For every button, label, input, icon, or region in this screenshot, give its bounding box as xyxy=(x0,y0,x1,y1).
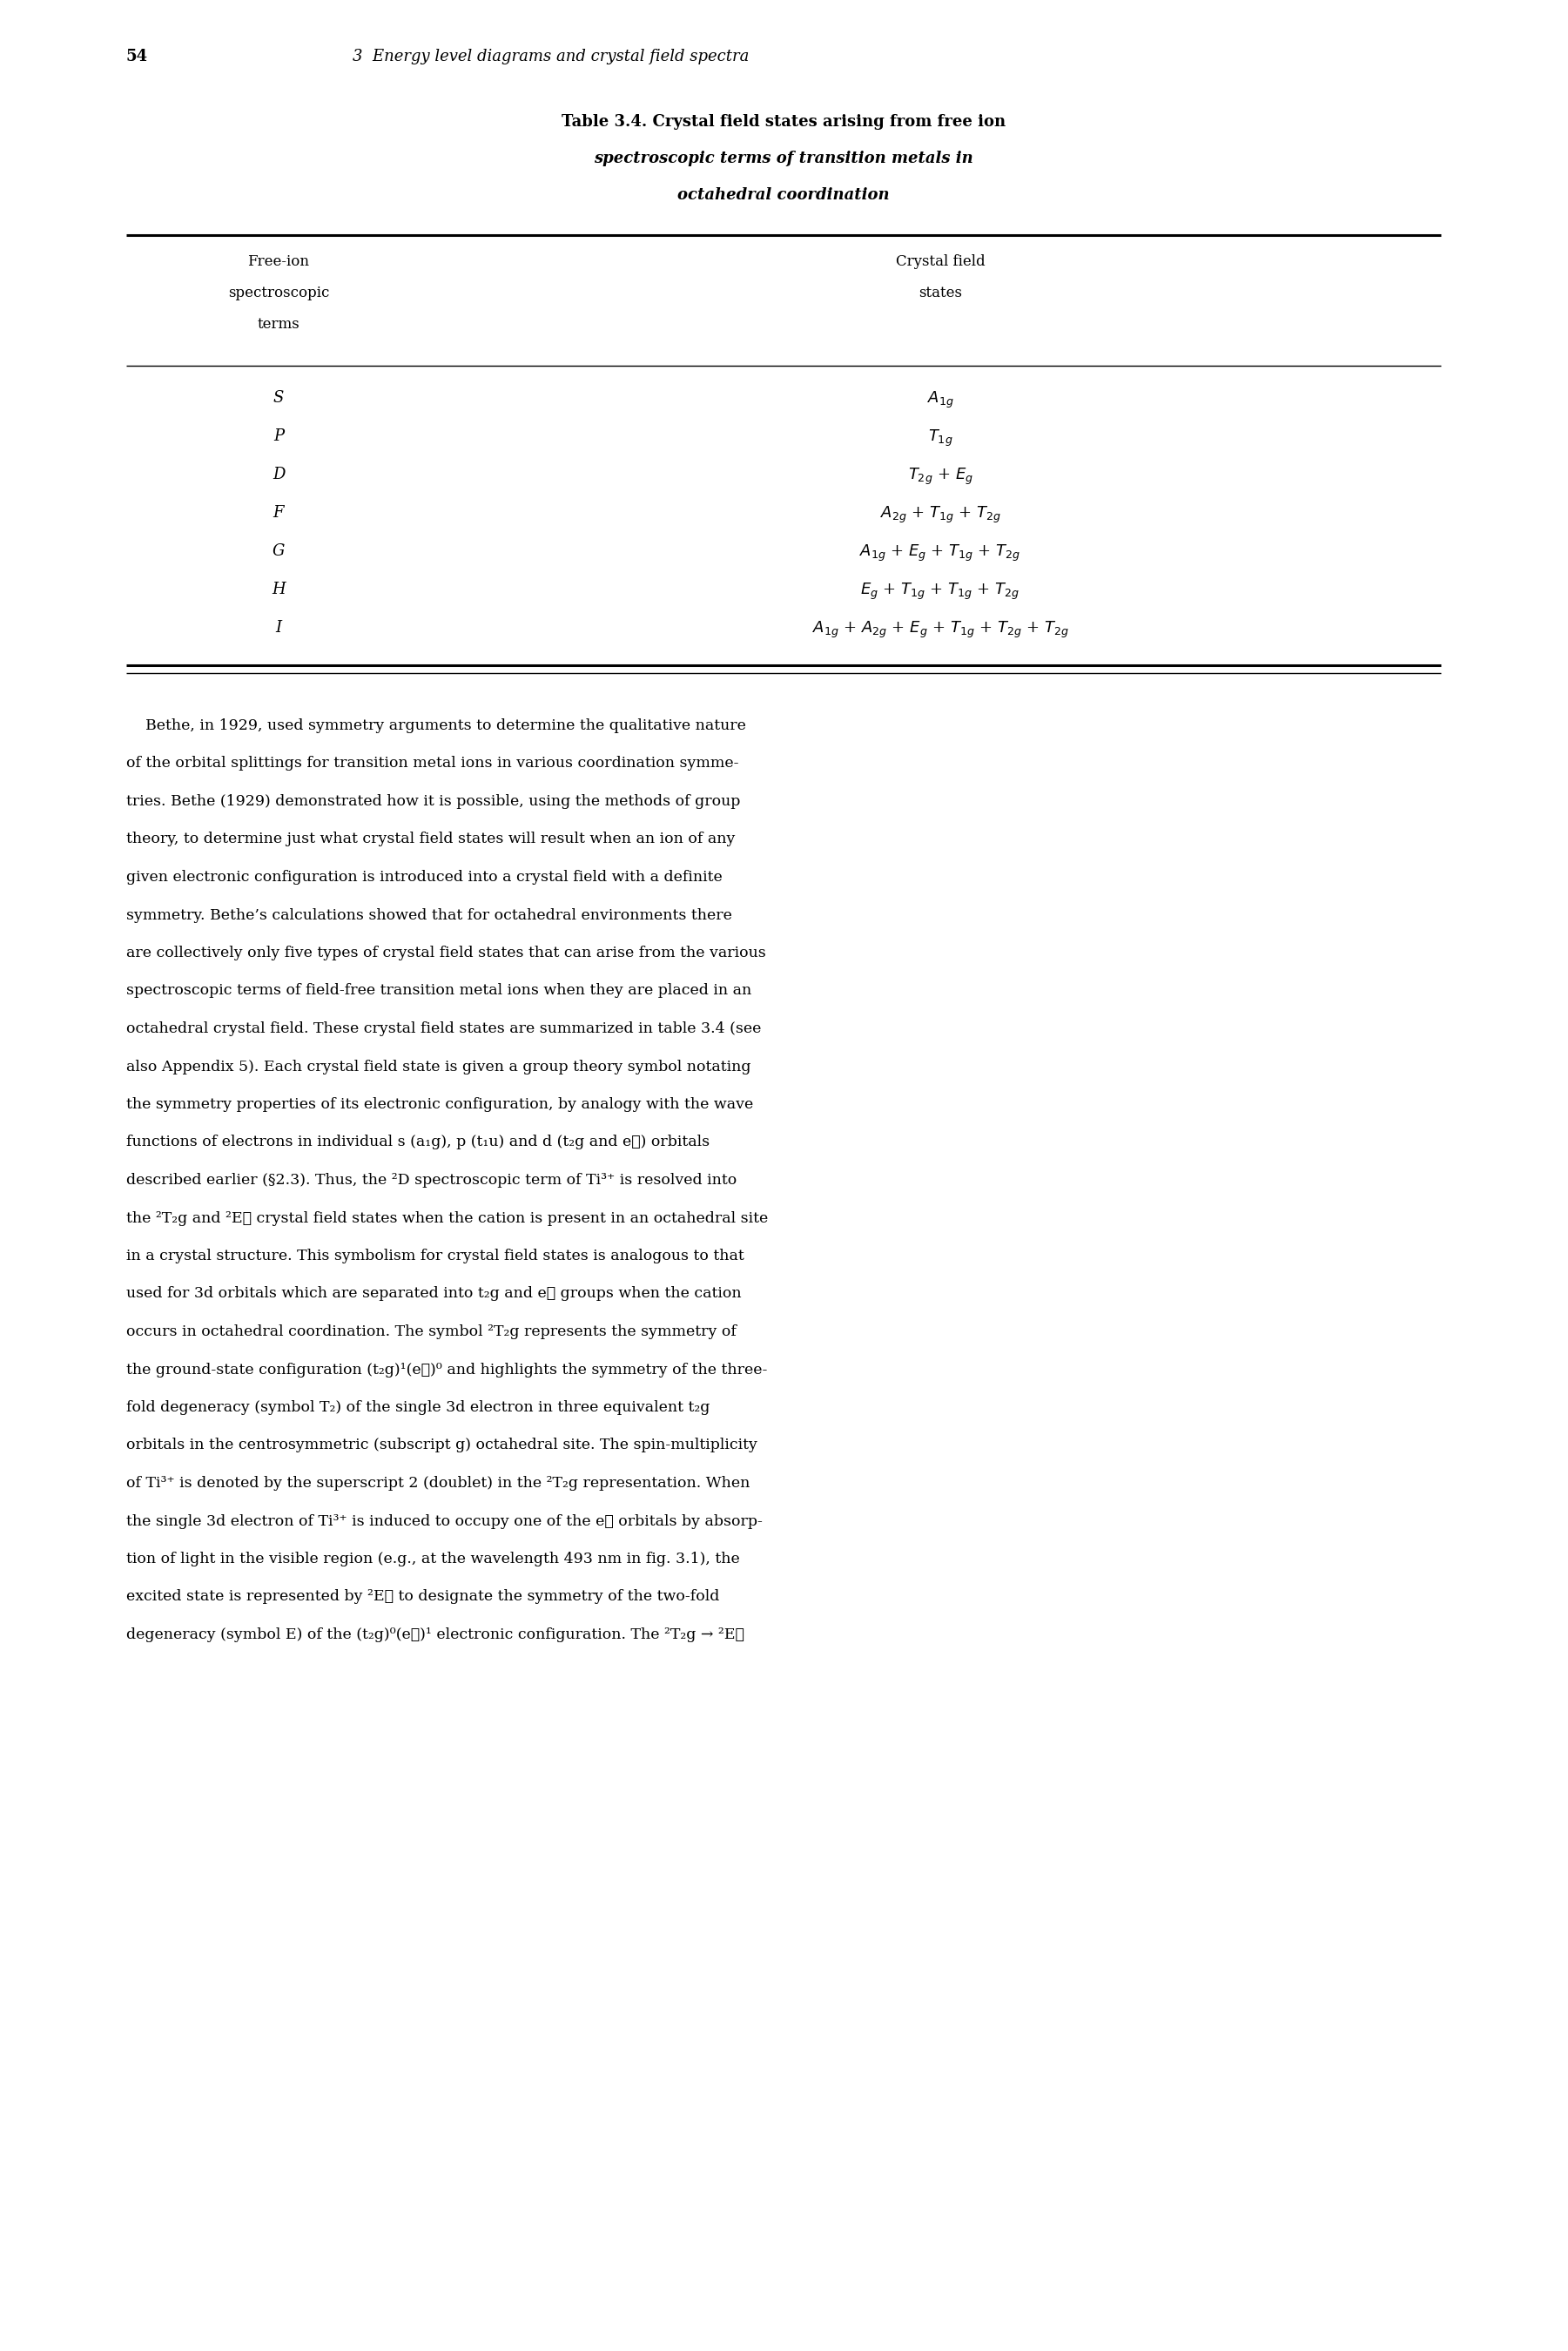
Text: 3  Energy level diagrams and crystal field spectra: 3 Energy level diagrams and crystal fiel… xyxy=(353,49,750,63)
Text: theory, to determine just what crystal field states will result when an ion of a: theory, to determine just what crystal f… xyxy=(127,832,735,846)
Text: spectroscopic terms of field-free transition metal ions when they are placed in : spectroscopic terms of field-free transi… xyxy=(127,983,751,999)
Text: octahedral crystal field. These crystal field states are summarized in table 3.4: octahedral crystal field. These crystal … xyxy=(127,1020,760,1037)
Text: $A_{2g}$ + $T_{1g}$ + $T_{2g}$: $A_{2g}$ + $T_{1g}$ + $T_{2g}$ xyxy=(880,505,1000,524)
Text: of the orbital splittings for transition metal ions in various coordination symm: of the orbital splittings for transition… xyxy=(127,757,739,771)
Text: D: D xyxy=(273,468,285,482)
Text: used for 3d orbitals which are separated into t₂g and eᵴ groups when the cation: used for 3d orbitals which are separated… xyxy=(127,1286,742,1302)
Text: F: F xyxy=(273,505,284,520)
Text: Crystal field: Crystal field xyxy=(895,254,985,268)
Text: the single 3d electron of Ti³⁺ is induced to occupy one of the eᵴ orbitals by ab: the single 3d electron of Ti³⁺ is induce… xyxy=(127,1514,762,1528)
Text: $T_{2g}$ + $E_g$: $T_{2g}$ + $E_g$ xyxy=(908,468,972,487)
Text: octahedral coordination: octahedral coordination xyxy=(677,188,889,202)
Text: $A_{1g}$: $A_{1g}$ xyxy=(927,390,953,411)
Text: the ground-state configuration (t₂g)¹(eᵴ)⁰ and highlights the symmetry of the th: the ground-state configuration (t₂g)¹(eᵴ… xyxy=(127,1361,767,1378)
Text: I: I xyxy=(276,621,282,635)
Text: $A_{1g}$ + $A_{2g}$ + $E_g$ + $T_{1g}$ + $T_{2g}$ + $T_{2g}$: $A_{1g}$ + $A_{2g}$ + $E_g$ + $T_{1g}$ +… xyxy=(812,621,1068,639)
Text: states: states xyxy=(919,284,963,301)
Text: orbitals in the centrosymmetric (subscript g) octahedral site. The spin-multipli: orbitals in the centrosymmetric (subscri… xyxy=(127,1439,757,1453)
Text: S: S xyxy=(273,390,284,407)
Text: tries. Bethe (1929) demonstrated how it is possible, using the methods of group: tries. Bethe (1929) demonstrated how it … xyxy=(127,795,740,809)
Text: spectroscopic terms of transition metals in: spectroscopic terms of transition metals… xyxy=(594,150,974,167)
Text: the symmetry properties of its electronic configuration, by analogy with the wav: the symmetry properties of its electroni… xyxy=(127,1098,753,1112)
Text: also Appendix 5). Each crystal field state is given a group theory symbol notati: also Appendix 5). Each crystal field sta… xyxy=(127,1060,751,1074)
Text: tion of light in the visible region (e.g., at the wavelength 493 nm in fig. 3.1): tion of light in the visible region (e.g… xyxy=(127,1552,740,1566)
Text: occurs in octahedral coordination. The symbol ²T₂g represents the symmetry of: occurs in octahedral coordination. The s… xyxy=(127,1324,737,1340)
Text: given electronic configuration is introduced into a crystal field with a definit: given electronic configuration is introd… xyxy=(127,870,723,884)
Text: Free-ion: Free-ion xyxy=(248,254,309,268)
Text: H: H xyxy=(271,581,285,597)
Text: terms: terms xyxy=(257,317,299,331)
Text: Bethe, in 1929, used symmetry arguments to determine the qualitative nature: Bethe, in 1929, used symmetry arguments … xyxy=(127,719,746,734)
Text: P: P xyxy=(273,428,284,444)
Text: 54: 54 xyxy=(127,49,147,63)
Text: are collectively only five types of crystal field states that can arise from the: are collectively only five types of crys… xyxy=(127,945,765,962)
Text: $A_{1g}$ + $E_g$ + $T_{1g}$ + $T_{2g}$: $A_{1g}$ + $E_g$ + $T_{1g}$ + $T_{2g}$ xyxy=(859,543,1021,564)
Text: in a crystal structure. This symbolism for crystal field states is analogous to : in a crystal structure. This symbolism f… xyxy=(127,1248,745,1262)
Text: spectroscopic: spectroscopic xyxy=(227,284,329,301)
Text: symmetry. Bethe’s calculations showed that for octahedral environments there: symmetry. Bethe’s calculations showed th… xyxy=(127,907,732,922)
Text: G: G xyxy=(273,543,285,560)
Text: the ²T₂g and ²Eᵴ crystal field states when the cation is present in an octahedra: the ²T₂g and ²Eᵴ crystal field states wh… xyxy=(127,1211,768,1225)
Text: Table 3.4. Crystal field states arising from free ion: Table 3.4. Crystal field states arising … xyxy=(561,115,1005,129)
Text: $T_{1g}$: $T_{1g}$ xyxy=(928,428,953,449)
Text: fold degeneracy (symbol T₂) of the single 3d electron in three equivalent t₂g: fold degeneracy (symbol T₂) of the singl… xyxy=(127,1401,710,1415)
Text: $E_g$ + $T_{1g}$ + $T_{1g}$ + $T_{2g}$: $E_g$ + $T_{1g}$ + $T_{1g}$ + $T_{2g}$ xyxy=(861,581,1019,602)
Text: excited state is represented by ²Eᵴ to designate the symmetry of the two-fold: excited state is represented by ²Eᵴ to d… xyxy=(127,1589,720,1603)
Text: of Ti³⁺ is denoted by the superscript 2 (doublet) in the ²T₂g representation. Wh: of Ti³⁺ is denoted by the superscript 2 … xyxy=(127,1476,750,1491)
Text: degeneracy (symbol E) of the (t₂g)⁰(eᵴ)¹ electronic configuration. The ²T₂g → ²E: degeneracy (symbol E) of the (t₂g)⁰(eᵴ)¹… xyxy=(127,1627,745,1643)
Text: functions of electrons in individual s (a₁g), p (t₁u) and d (t₂g and eᵴ) orbital: functions of electrons in individual s (… xyxy=(127,1136,710,1150)
Text: described earlier (§2.3). Thus, the ²D spectroscopic term of Ti³⁺ is resolved in: described earlier (§2.3). Thus, the ²D s… xyxy=(127,1173,737,1187)
